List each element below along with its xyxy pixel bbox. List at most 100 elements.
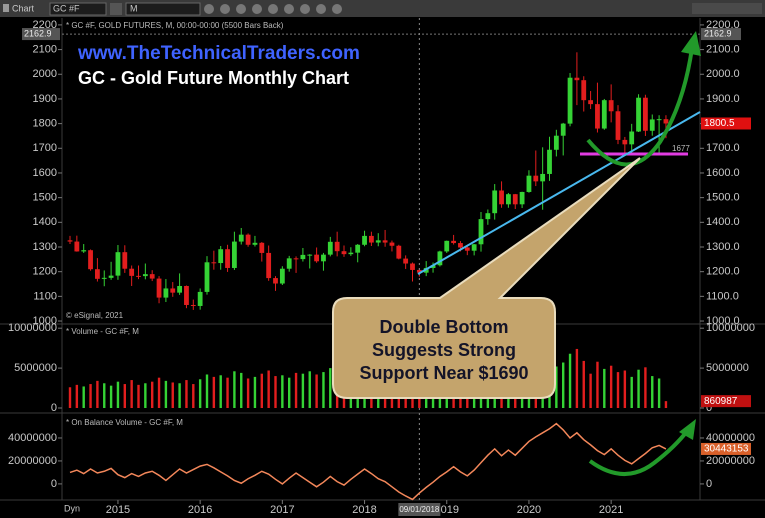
volume-bar [288, 377, 291, 409]
y2-tick-label: 2100.0 [706, 43, 740, 55]
candle-body [101, 277, 107, 279]
candle-body [307, 254, 313, 256]
y2-tick-label: 10000000 [706, 322, 755, 334]
x-tick-label: 2020 [517, 504, 541, 516]
y-tick-label: 10000000 [8, 322, 57, 334]
interval-box[interactable] [125, 2, 201, 16]
value-box [701, 28, 741, 41]
candle-body [232, 241, 237, 268]
candle-body [656, 119, 662, 121]
date-box [398, 503, 441, 516]
interval[interactable]: M [130, 3, 138, 13]
candle-body [451, 240, 456, 244]
y2-tick-label: 2000.0 [706, 68, 740, 80]
volume-bar [637, 369, 640, 409]
y2-tick-label: 1100.0 [706, 290, 739, 302]
candle-body [238, 234, 244, 242]
volume-bar [82, 386, 85, 409]
volume-bar [185, 380, 188, 409]
candle-body [403, 258, 409, 264]
volume-bar [657, 378, 661, 409]
volume-bar [233, 371, 236, 409]
y2-tick-label: 1000.0 [706, 315, 740, 327]
candle-body [649, 119, 655, 131]
y-tick-label: 1600 [33, 167, 57, 179]
volume-bar [253, 376, 257, 409]
candle-body [334, 241, 340, 252]
candle-body [273, 278, 278, 284]
candle-body [533, 175, 539, 182]
y-tick-label: 1800 [33, 118, 57, 130]
chart-icon [3, 4, 9, 12]
candle-body [74, 241, 80, 252]
y-tick-label: 1300 [33, 241, 57, 253]
volume-bar [212, 376, 216, 409]
candle-body [341, 251, 347, 255]
candle-body [608, 100, 614, 112]
candle-body [615, 111, 621, 140]
arrow-head [681, 31, 701, 56]
value-box [701, 395, 751, 408]
support-label: 1677 [672, 144, 690, 153]
tool-icon[interactable] [220, 4, 230, 14]
candle-body [430, 265, 436, 268]
volume-bar [603, 368, 606, 409]
volume-bar [68, 387, 72, 409]
tool-icon[interactable] [316, 4, 326, 14]
y2-tick-label: 1200.0 [706, 266, 740, 278]
x-tick-label: 2016 [188, 504, 212, 516]
y-tick-label: 2100 [33, 43, 57, 55]
volume-bar [322, 372, 325, 409]
candle-body [163, 288, 169, 298]
y2-tick-label: 40000000 [706, 432, 755, 444]
candle-body [355, 244, 361, 253]
copyright: © eSignal, 2021 [66, 311, 124, 320]
candle-body [218, 249, 224, 264]
symbol[interactable]: GC #F [53, 3, 80, 13]
candle-body [156, 278, 162, 298]
x-tick-label: 2017 [270, 504, 294, 516]
volume-bar [171, 382, 174, 409]
volume-bar [192, 384, 195, 409]
tool-icon[interactable] [268, 4, 278, 14]
volume-bar [246, 378, 250, 409]
volume-bar [116, 381, 120, 409]
tool-icon[interactable] [204, 4, 214, 14]
callout-text: Double Bottom [380, 317, 509, 337]
y-tick-label: 2200 [33, 19, 57, 31]
candle-body [211, 262, 217, 264]
symbol-box[interactable] [49, 2, 107, 16]
x-tick-label: 2019 [435, 504, 459, 516]
candle-body [471, 244, 477, 251]
value-box [22, 28, 60, 41]
tool-icon[interactable] [236, 4, 246, 14]
tool-icon[interactable] [284, 4, 294, 14]
candle-body [396, 245, 402, 259]
volume-bar [226, 377, 229, 409]
candle-body [643, 97, 648, 131]
volume-bar [198, 379, 202, 409]
volume-header: * Volume - GC #F, M [66, 327, 139, 336]
value-label: 2162.9 [704, 28, 732, 38]
candle-body [204, 262, 210, 292]
tool-icon[interactable] [332, 4, 342, 14]
candle-body [622, 139, 628, 145]
y2-tick-label: 1400.0 [706, 216, 740, 228]
candle-body [369, 235, 374, 243]
candle-body [416, 269, 422, 273]
candle-body [321, 254, 326, 262]
link-button[interactable] [110, 3, 122, 15]
volume-bar [205, 374, 209, 409]
volume-bar [562, 362, 565, 409]
candle-body [601, 100, 607, 129]
candle-body [88, 250, 93, 270]
tool-icon[interactable] [252, 4, 262, 14]
window-controls[interactable] [692, 3, 762, 14]
volume-bar [109, 385, 113, 409]
y-tick-label: 20000000 [8, 455, 57, 467]
tool-icon[interactable] [300, 4, 310, 14]
volume-bar [240, 372, 243, 409]
volume-bar [623, 370, 627, 409]
obv-header: * On Balance Volume - GC #F, M [66, 418, 183, 427]
